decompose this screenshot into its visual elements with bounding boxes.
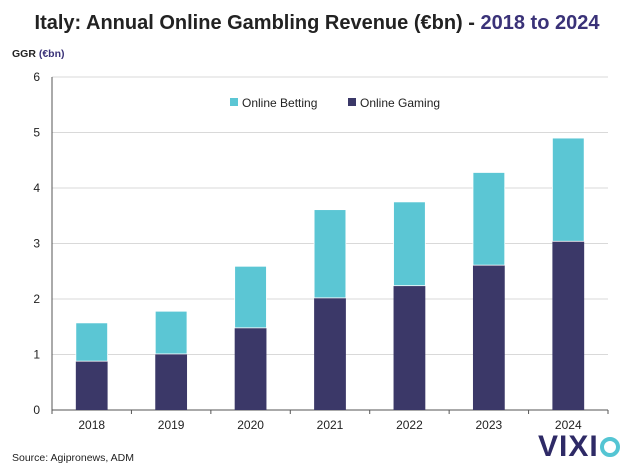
x-tick-label: 2024: [555, 418, 582, 432]
x-tick-label: 2022: [396, 418, 423, 432]
bar-online-betting: [313, 209, 347, 299]
bar-online-gaming: [552, 241, 585, 410]
y-tick-label: 4: [33, 181, 40, 195]
y-axis-label-prefix: GGR: [12, 48, 39, 60]
bar-online-betting: [234, 265, 267, 329]
bar-online-gaming: [314, 297, 346, 410]
bar-online-gaming: [393, 285, 426, 410]
logo-text: VIXI: [538, 430, 599, 463]
y-tick-label: 6: [33, 70, 40, 84]
o-ring-icon: [599, 437, 620, 457]
source-note: Source: Agipronews, ADM: [12, 452, 134, 464]
bar-online-gaming: [155, 353, 188, 410]
bar-online-betting: [154, 310, 188, 355]
bar-online-betting: [393, 201, 426, 287]
bar-online-gaming: [472, 265, 505, 410]
legend-online-gaming-swatch: [348, 98, 356, 106]
x-tick-label: 2021: [317, 418, 344, 432]
vixio-logo: VIXI: [538, 430, 620, 464]
legend-online-betting-swatch: [230, 98, 238, 106]
bar-online-betting: [75, 322, 109, 362]
legend-online-betting-label: Online Betting: [242, 96, 317, 110]
y-axis-label: GGR (€bn): [12, 48, 65, 60]
bar-online-gaming: [75, 361, 108, 410]
x-tick-label: 2020: [237, 418, 264, 432]
chart-title-main: Italy: Annual Online Gambling Revenue (€…: [34, 12, 481, 34]
x-tick-label: 2019: [158, 418, 185, 432]
legend-online-gaming-label: Online Gaming: [360, 96, 440, 110]
bar-online-betting: [552, 137, 585, 242]
x-tick-label: 2023: [476, 418, 503, 432]
y-tick-label: 3: [33, 237, 40, 251]
y-tick-label: 0: [33, 403, 40, 417]
x-tick-label: 2018: [78, 418, 105, 432]
y-tick-label: 2: [33, 292, 40, 306]
chart-title: Italy: Annual Online Gambling Revenue (€…: [0, 12, 634, 35]
bar-online-betting: [472, 172, 506, 266]
y-axis-label-unit: (€bn): [38, 48, 65, 60]
bar-online-gaming: [234, 327, 267, 410]
y-tick-label: 1: [33, 348, 40, 362]
chart-title-highlight: 2018 to 2024: [480, 12, 600, 34]
y-tick-label: 5: [33, 126, 40, 140]
